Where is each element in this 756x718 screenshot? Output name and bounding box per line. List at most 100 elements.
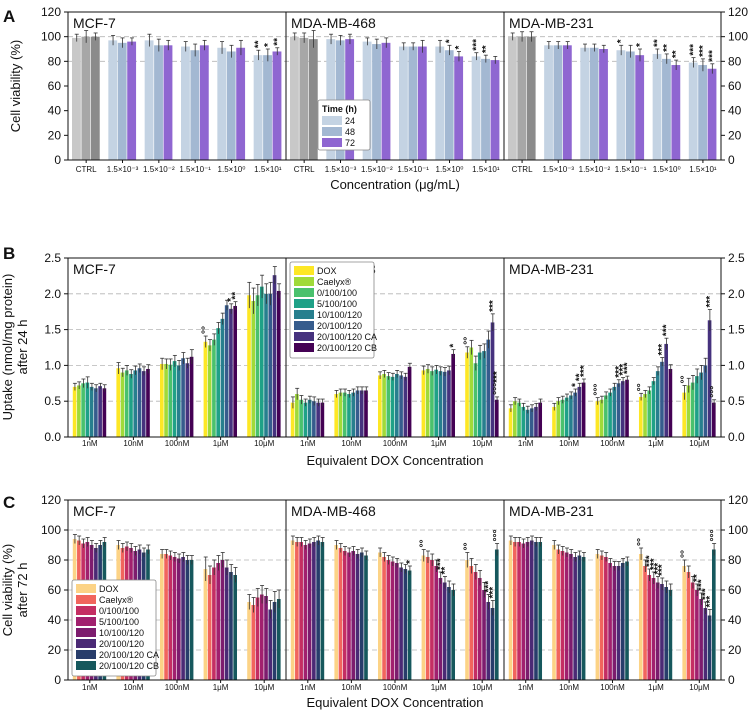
- bar: [224, 567, 229, 680]
- x-tick-label: 1.5×10¹: [472, 165, 500, 174]
- cell-2: *°°*****°°******°°°1nM 10nM 100nM 1μM 10μMMD…: [285, 499, 505, 692]
- bar: [477, 352, 482, 437]
- significance-marker: **: [272, 38, 283, 46]
- legend-label: Caelyx®: [99, 595, 134, 605]
- bar: [168, 555, 173, 680]
- significance-marker: **: [230, 292, 241, 300]
- legend-swatch: [76, 584, 96, 593]
- bar: [552, 406, 556, 437]
- cell-frame: [503, 499, 722, 681]
- y-tick-label-left: 20: [48, 128, 62, 142]
- bar: [164, 363, 168, 437]
- cell-title: MCF-7: [73, 261, 116, 277]
- significance-marker: ***: [698, 45, 709, 57]
- y-tick-label-left: 60: [48, 583, 62, 597]
- legend-label: Caelyx®: [317, 277, 352, 287]
- bar: [444, 50, 454, 160]
- bar: [364, 390, 368, 437]
- legend-swatch: [76, 639, 96, 648]
- legend-swatch: [76, 650, 96, 659]
- significance-marker: °°°: [709, 386, 720, 398]
- x-tick-label: 1.5×10¹: [689, 165, 717, 174]
- bar: [435, 46, 445, 160]
- x-tick-label: 1.5×10⁻³: [107, 165, 139, 174]
- bar: [525, 542, 530, 680]
- x-tick-label: 1nM: [300, 683, 316, 692]
- bar: [351, 551, 356, 680]
- bar: [81, 36, 91, 160]
- x-tick-label: 100nM: [165, 683, 190, 692]
- bar: [81, 383, 85, 437]
- bar: [625, 561, 629, 680]
- bar: [255, 597, 260, 680]
- bar: [421, 555, 426, 680]
- bar: [560, 551, 565, 680]
- bar: [299, 37, 309, 160]
- bar: [625, 379, 629, 437]
- y-tick-label-left: 100: [41, 523, 61, 537]
- significance-marker: ***: [689, 44, 700, 56]
- cell-title: MDA-MB-468: [291, 503, 376, 519]
- y-tick-label-right: 0: [728, 673, 735, 687]
- x-tick-label: 1nM: [82, 439, 98, 448]
- y-tick-label-right: 80: [728, 54, 742, 68]
- legend-label: 24: [345, 116, 355, 126]
- y-tick-label-left: 2.5: [44, 251, 61, 265]
- bar: [686, 385, 691, 437]
- significance-marker: °°: [636, 383, 647, 391]
- x-tick-label: 100nM: [165, 439, 190, 448]
- bar: [442, 371, 447, 437]
- bar: [98, 386, 102, 437]
- significance-marker: **: [481, 45, 492, 53]
- bar: [573, 557, 577, 680]
- bar: [508, 540, 513, 680]
- y-tick-label-left: 40: [48, 104, 62, 118]
- bar: [263, 55, 272, 160]
- bar: [212, 567, 216, 680]
- bar: [407, 366, 412, 437]
- bar: [434, 369, 438, 437]
- bar: [181, 557, 185, 680]
- legend-swatch: [322, 138, 342, 147]
- significance-marker: °°°: [593, 384, 604, 396]
- bar: [154, 45, 163, 160]
- x-tick-label: 1.5×10⁻¹: [615, 165, 647, 174]
- bar: [224, 305, 229, 437]
- bar: [141, 371, 146, 437]
- cell-3: ** ****** *********CTRL 1.5×10⁻³ 1.5×10⁻² 1.5…: [503, 11, 722, 174]
- bar: [589, 47, 599, 161]
- bar: [120, 372, 125, 437]
- bar: [307, 543, 312, 680]
- significance-marker: *: [635, 43, 646, 47]
- bar: [451, 353, 456, 437]
- bar: [513, 401, 517, 437]
- bar: [129, 373, 133, 437]
- bar: [220, 318, 225, 437]
- bar: [529, 408, 534, 437]
- x-tick-label: 10nM: [123, 683, 143, 692]
- y-tick-label-right: 2.5: [728, 251, 745, 265]
- bar: [217, 47, 227, 161]
- significance-marker: °°: [419, 540, 430, 548]
- bar: [544, 45, 553, 160]
- bar: [707, 615, 712, 680]
- bar: [347, 552, 351, 680]
- x-tick-label: 10μM: [472, 439, 493, 448]
- x-tick-label: 1.5×10⁰: [436, 165, 464, 174]
- bar: [647, 575, 652, 680]
- bar: [688, 62, 698, 160]
- bar: [517, 402, 521, 437]
- bar: [199, 45, 209, 160]
- bar: [102, 388, 107, 437]
- bar: [711, 549, 716, 680]
- significance-marker: °°: [679, 375, 690, 383]
- significance-marker: ***: [661, 324, 672, 336]
- x-tick-label: 1nM: [82, 683, 98, 692]
- bar: [651, 381, 656, 437]
- bar: [185, 363, 190, 437]
- bar: [494, 399, 499, 437]
- bar: [185, 560, 190, 680]
- bar: [473, 572, 478, 680]
